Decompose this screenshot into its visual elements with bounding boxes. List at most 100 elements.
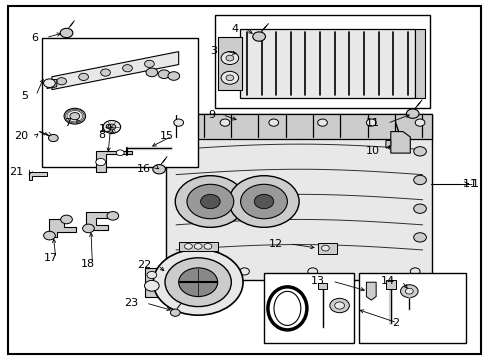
Circle shape xyxy=(43,79,55,87)
Text: 13: 13 xyxy=(310,276,325,286)
Polygon shape xyxy=(49,220,76,237)
Circle shape xyxy=(167,72,179,80)
Circle shape xyxy=(413,175,426,185)
Circle shape xyxy=(116,150,124,156)
Circle shape xyxy=(173,268,183,275)
Circle shape xyxy=(268,119,278,126)
Text: 22: 22 xyxy=(136,260,151,270)
Bar xyxy=(385,280,395,289)
Text: 4: 4 xyxy=(230,24,238,34)
Circle shape xyxy=(153,249,243,315)
Polygon shape xyxy=(52,51,178,90)
Circle shape xyxy=(225,75,233,81)
Circle shape xyxy=(409,268,419,275)
Circle shape xyxy=(366,119,375,126)
Circle shape xyxy=(240,184,287,219)
Bar xyxy=(166,114,431,139)
Circle shape xyxy=(254,194,273,209)
Circle shape xyxy=(186,184,233,219)
Circle shape xyxy=(153,165,165,174)
Bar xyxy=(358,273,466,343)
Bar xyxy=(239,30,414,98)
Circle shape xyxy=(414,119,424,126)
Circle shape xyxy=(175,176,245,227)
Circle shape xyxy=(321,245,329,251)
Bar xyxy=(317,283,327,289)
Circle shape xyxy=(144,280,159,291)
Circle shape xyxy=(60,28,73,38)
Text: 23: 23 xyxy=(124,298,139,308)
Circle shape xyxy=(413,204,426,213)
Circle shape xyxy=(122,65,132,72)
Circle shape xyxy=(405,288,412,294)
Bar xyxy=(414,30,424,98)
Circle shape xyxy=(96,158,105,166)
Text: 21: 21 xyxy=(9,167,23,177)
Bar xyxy=(178,242,217,251)
Circle shape xyxy=(228,176,299,227)
Bar xyxy=(317,243,336,253)
Text: 9: 9 xyxy=(208,110,215,120)
Circle shape xyxy=(48,134,58,141)
Text: 14: 14 xyxy=(380,276,394,286)
Ellipse shape xyxy=(273,291,300,325)
Text: 12: 12 xyxy=(268,239,282,249)
Text: 20: 20 xyxy=(14,131,28,141)
Circle shape xyxy=(334,302,344,309)
Text: 10: 10 xyxy=(366,146,379,156)
Text: 7: 7 xyxy=(64,118,71,128)
Circle shape xyxy=(194,243,202,249)
Polygon shape xyxy=(96,151,132,172)
Circle shape xyxy=(70,113,80,120)
Circle shape xyxy=(64,108,85,124)
Polygon shape xyxy=(390,132,409,153)
Circle shape xyxy=(221,51,238,64)
Circle shape xyxy=(158,70,169,78)
Circle shape xyxy=(413,233,426,242)
Text: 2: 2 xyxy=(392,318,399,328)
Bar xyxy=(217,37,242,90)
Circle shape xyxy=(43,231,55,240)
Text: 3: 3 xyxy=(210,46,217,56)
Circle shape xyxy=(144,60,154,67)
Text: 19: 19 xyxy=(99,124,113,134)
Text: 5: 5 xyxy=(21,91,28,101)
Polygon shape xyxy=(86,212,115,230)
Circle shape xyxy=(252,32,265,41)
Circle shape xyxy=(57,78,66,85)
Circle shape xyxy=(400,285,417,298)
Circle shape xyxy=(239,268,249,275)
Ellipse shape xyxy=(267,287,306,330)
Circle shape xyxy=(225,55,233,61)
Circle shape xyxy=(107,212,119,220)
Circle shape xyxy=(79,73,88,81)
Bar xyxy=(215,15,429,108)
Circle shape xyxy=(178,268,217,297)
Text: 1: 1 xyxy=(469,179,476,189)
Circle shape xyxy=(406,109,418,118)
Text: 18: 18 xyxy=(81,258,95,269)
Circle shape xyxy=(164,258,231,307)
Text: -1: -1 xyxy=(468,179,479,189)
Circle shape xyxy=(170,309,180,316)
Circle shape xyxy=(220,119,229,126)
Bar xyxy=(144,268,173,297)
Circle shape xyxy=(101,69,110,76)
Circle shape xyxy=(146,68,158,77)
Bar xyxy=(264,273,353,343)
Circle shape xyxy=(413,147,426,156)
Circle shape xyxy=(200,194,220,209)
Circle shape xyxy=(103,121,121,134)
Circle shape xyxy=(329,298,348,313)
Circle shape xyxy=(108,124,116,130)
Circle shape xyxy=(317,119,327,126)
Circle shape xyxy=(82,224,94,233)
Text: 15: 15 xyxy=(160,131,174,141)
Text: 1: 1 xyxy=(462,179,469,189)
Circle shape xyxy=(147,271,157,279)
Text: 17: 17 xyxy=(44,253,58,263)
Polygon shape xyxy=(366,282,375,300)
Bar xyxy=(166,114,431,280)
Bar xyxy=(42,39,198,167)
Polygon shape xyxy=(29,172,47,180)
